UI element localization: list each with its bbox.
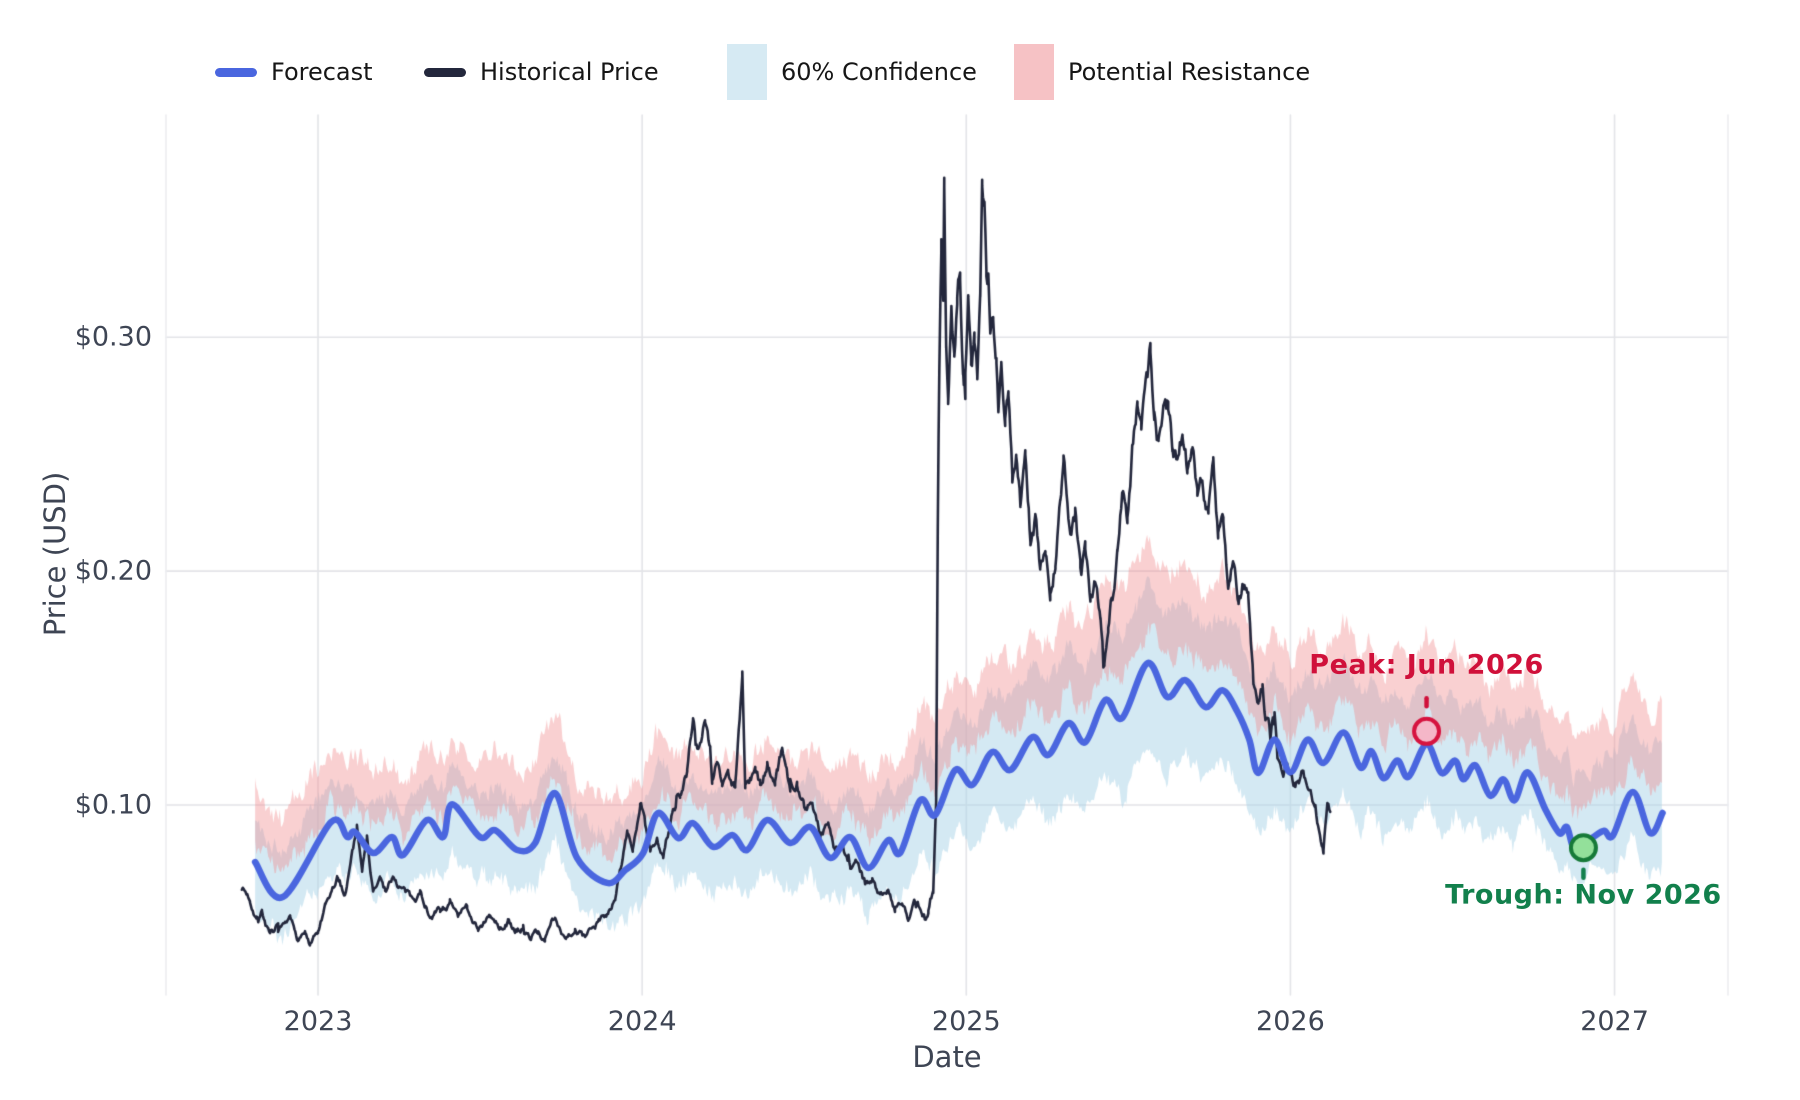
y-axis-label: Price (USD)	[38, 471, 72, 637]
x-tick-2023: 2023	[283, 1006, 353, 1037]
x-axis-label: Date	[912, 1040, 982, 1074]
x-tick-2024: 2024	[607, 1006, 677, 1037]
historical-line-swatch	[424, 67, 466, 77]
resistance-patch-swatch	[1014, 44, 1054, 100]
legend-item-forecast[interactable]: Forecast	[215, 40, 373, 104]
legend-item-confidence[interactable]: 60% Confidence	[727, 40, 977, 104]
legend-label: Potential Resistance	[1068, 58, 1311, 86]
confidence-patch-swatch	[727, 44, 767, 100]
x-tick-2027: 2027	[1580, 1006, 1649, 1037]
forecast-line-swatch	[215, 67, 257, 77]
legend-item-historical-price[interactable]: Historical Price	[424, 40, 659, 104]
legend-label: Historical Price	[480, 58, 659, 86]
x-tick-2026: 2026	[1256, 1006, 1325, 1037]
peak-annotation: Peak: Jun 2026	[1309, 649, 1544, 681]
legend-label: Forecast	[271, 58, 373, 86]
x-tick-2025: 2025	[931, 1006, 1001, 1037]
y-tick-0.20: $0.20	[74, 555, 152, 587]
y-tick-0.10: $0.10	[74, 789, 152, 821]
legend-item-resistance[interactable]: Potential Resistance	[1014, 40, 1310, 104]
trough-annotation: Trough: Nov 2026	[1445, 879, 1722, 911]
legend-label: 60% Confidence	[781, 58, 977, 86]
y-tick-0.30: $0.30	[74, 321, 152, 353]
